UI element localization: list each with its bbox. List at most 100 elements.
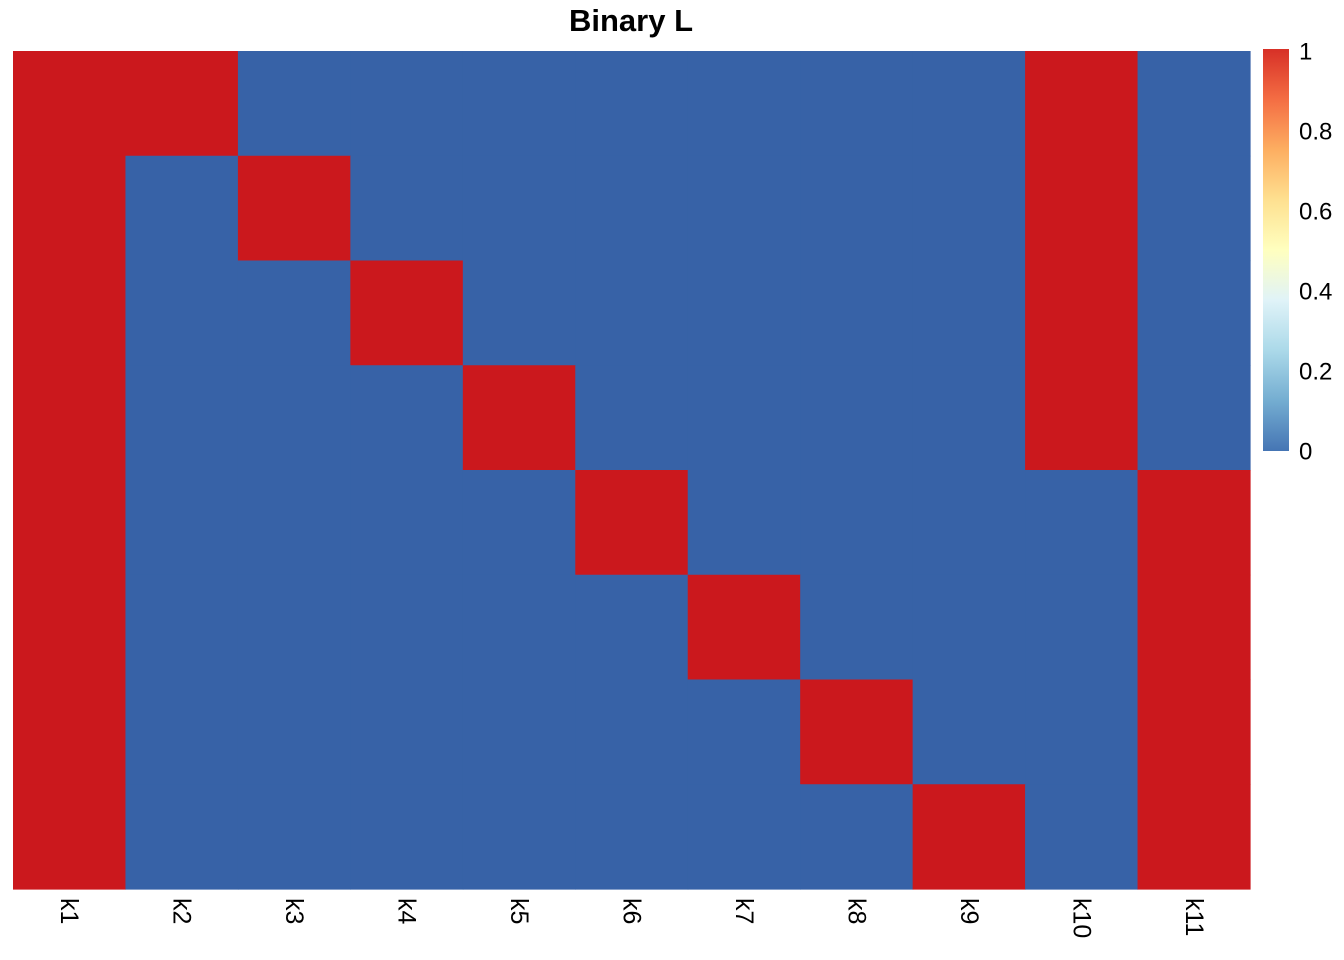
- heatmap-cell: [13, 470, 127, 576]
- heatmap-cell: [350, 784, 464, 890]
- heatmap-cell: [912, 51, 1026, 157]
- heatmap-cell: [687, 574, 801, 681]
- heatmap-cell: [1137, 679, 1251, 785]
- heatmap-cell: [237, 470, 351, 576]
- legend-tick-label: 0.8: [1299, 119, 1332, 146]
- heatmap-cell: [237, 784, 351, 890]
- column-label: k7: [730, 898, 758, 924]
- heatmap-cell: [575, 365, 689, 471]
- column-label: k9: [955, 898, 983, 924]
- heatmap-cell: [462, 365, 576, 471]
- heatmap-cell: [462, 155, 576, 262]
- heatmap-cell: [575, 260, 689, 366]
- heatmap-cell: [575, 470, 689, 576]
- heatmap-cell: [350, 51, 464, 157]
- heatmap-cell: [687, 51, 801, 157]
- heatmap-cell: [575, 784, 689, 890]
- heatmap-cell: [912, 679, 1026, 785]
- heatmap-cell: [1137, 470, 1251, 576]
- heatmap-cell: [462, 470, 576, 576]
- heatmap-cell: [1137, 260, 1251, 366]
- heatmap-cell: [800, 155, 914, 262]
- heatmap-cell: [125, 155, 239, 262]
- heatmap-cell: [237, 679, 351, 785]
- heatmap-cell: [800, 784, 914, 890]
- chart-title: Binary L: [569, 3, 693, 38]
- legend-tick-label: 1: [1299, 39, 1312, 66]
- heatmap-cell: [350, 155, 464, 262]
- heatmap-cell: [462, 260, 576, 366]
- heatmap-cell: [1025, 574, 1139, 681]
- heatmap-cell: [125, 574, 239, 681]
- heatmap-cell: [912, 784, 1026, 890]
- heatmap-cell: [125, 470, 239, 576]
- heatmap-cell: [1025, 365, 1139, 471]
- heatmap-cell: [350, 470, 464, 576]
- heatmap-cell: [350, 365, 464, 471]
- heatmap-cell: [800, 679, 914, 785]
- heatmap-cell: [13, 784, 127, 890]
- legend-tick-labels: 0 0.2 0.4 0.6 0.8 1: [1299, 39, 1332, 466]
- legend-tick-label: 0: [1299, 439, 1312, 466]
- column-label: k8: [842, 898, 870, 924]
- column-label: k1: [55, 898, 83, 924]
- column-label: k3: [280, 898, 308, 924]
- heatmap-cell: [800, 51, 914, 157]
- color-legend: 0 0.2 0.4 0.6 0.8 1: [1263, 39, 1332, 466]
- column-label: k10: [1067, 898, 1095, 938]
- heatmap-cell: [125, 51, 239, 157]
- heatmap-cell: [575, 51, 689, 157]
- heatmap-cell: [575, 155, 689, 262]
- heatmap-cell: [687, 365, 801, 471]
- heatmap-cell: [912, 365, 1026, 471]
- heatmap-cell: [687, 784, 801, 890]
- heatmap-cell: [125, 365, 239, 471]
- heatmap-cell: [687, 470, 801, 576]
- heatmap-cell: [462, 574, 576, 681]
- column-label: k5: [505, 898, 533, 924]
- heatmap-cell: [237, 155, 351, 262]
- heatmap-cell: [125, 260, 239, 366]
- heatmap-cell: [350, 260, 464, 366]
- heatmap-cells: [13, 51, 1251, 890]
- heatmap-cell: [13, 574, 127, 681]
- column-labels: k1 k2 k3 k4 k5 k6 k7 k8 k9 k10 k11: [55, 898, 1208, 938]
- heatmap-cell: [1137, 365, 1251, 471]
- heatmap-cell: [912, 574, 1026, 681]
- heatmap-cell: [13, 51, 127, 157]
- heatmap-cell: [1025, 260, 1139, 366]
- heatmap-cell: [1137, 155, 1251, 262]
- heatmap-cell: [13, 365, 127, 471]
- heatmap-cell: [237, 365, 351, 471]
- legend-color-bar: [1263, 49, 1289, 451]
- heatmap-cell: [800, 260, 914, 366]
- heatmap-cell: [1137, 51, 1251, 157]
- heatmap-cell: [13, 155, 127, 262]
- legend-tick-label: 0.2: [1299, 359, 1332, 386]
- heatmap-cell: [462, 679, 576, 785]
- legend-tick-label: 0.6: [1299, 199, 1332, 226]
- heatmap-cell: [1025, 470, 1139, 576]
- heatmap-cell: [125, 679, 239, 785]
- heatmap-cell: [1025, 51, 1139, 157]
- heatmap-cell: [462, 51, 576, 157]
- heatmap-cell: [687, 260, 801, 366]
- column-label: k6: [618, 898, 646, 924]
- heatmap-cell: [1025, 155, 1139, 262]
- heatmap-cell: [1137, 574, 1251, 681]
- heatmap-cell: [912, 470, 1026, 576]
- heatmap-cell: [237, 51, 351, 157]
- heatmap-cell: [575, 679, 689, 785]
- heatmap-cell: [13, 679, 127, 785]
- heatmap-cell: [912, 155, 1026, 262]
- heatmap-cell: [800, 574, 914, 681]
- heatmap-cell: [1025, 784, 1139, 890]
- heatmap-cell: [237, 260, 351, 366]
- column-label: k4: [393, 898, 421, 925]
- heatmap-cell: [687, 679, 801, 785]
- heatmap-cell: [237, 574, 351, 681]
- heatmap-cell: [350, 679, 464, 785]
- heatmap-cell: [125, 784, 239, 890]
- heatmap-cell: [800, 365, 914, 471]
